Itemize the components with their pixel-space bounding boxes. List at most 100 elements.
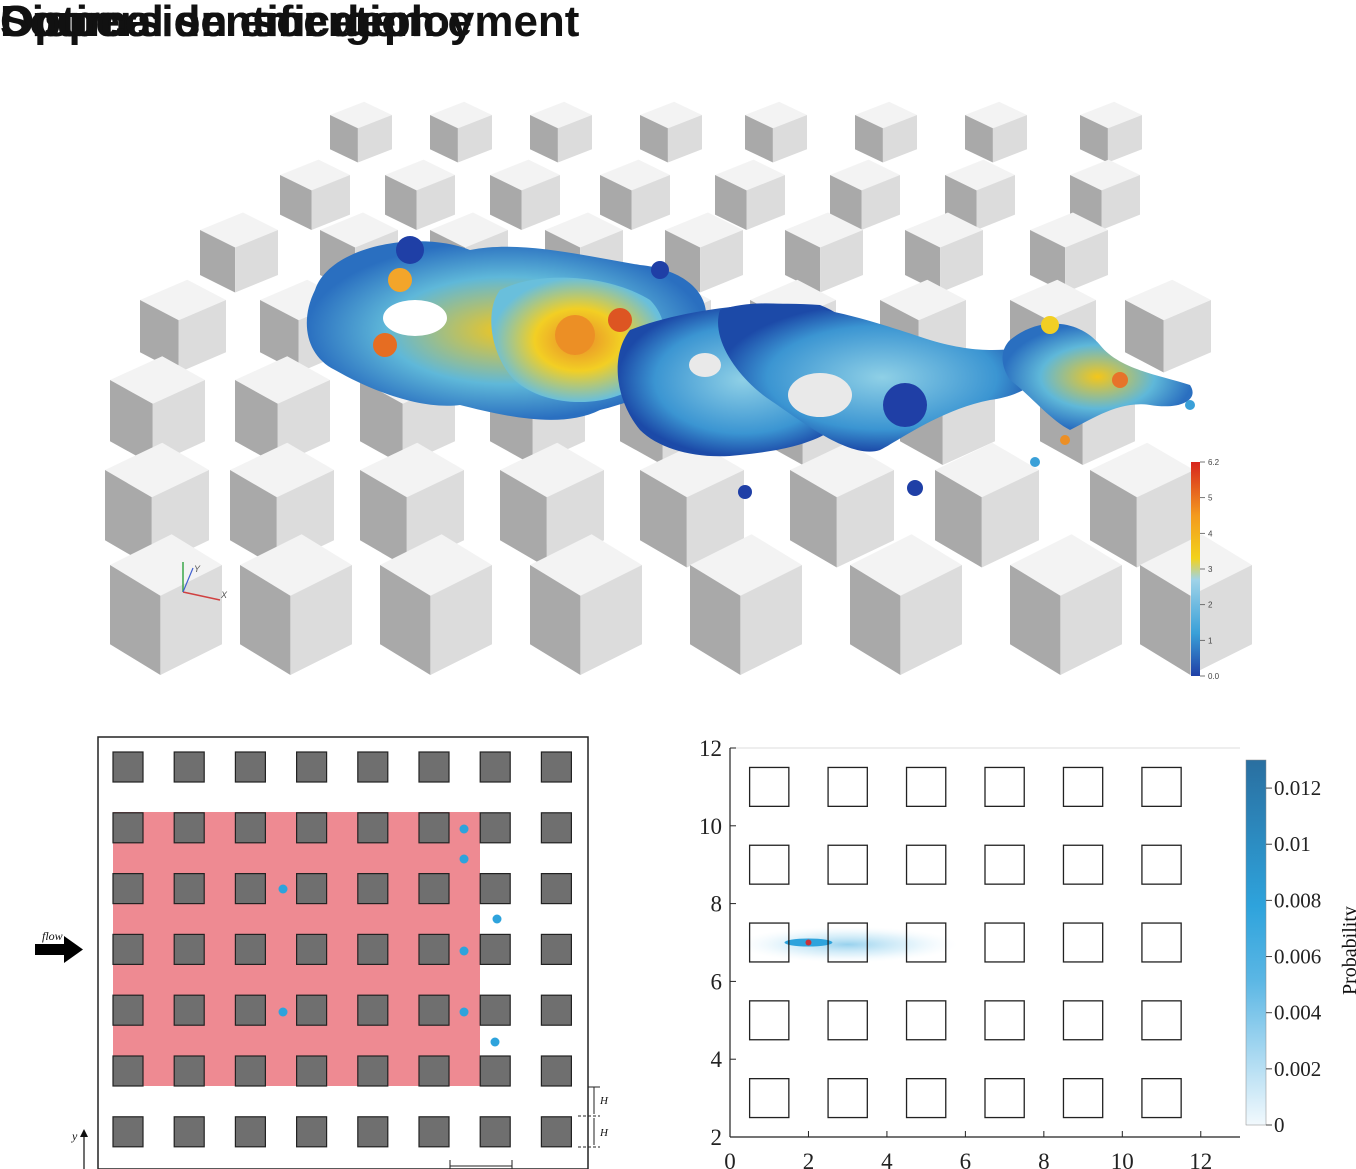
colorbar-tick-label: 0.008 (1274, 888, 1321, 912)
bottom-dim-marker (449, 1160, 513, 1169)
colorbar-tick-label: 0 (1274, 1113, 1285, 1137)
obstacle-block (418, 751, 450, 783)
colorbar-3d-tick-label: 4 (1208, 529, 1213, 538)
obstacle-block (234, 751, 266, 783)
chart-obstacle (905, 844, 947, 885)
obstacle-block (479, 1116, 511, 1148)
chart-obstacle (1141, 766, 1182, 808)
sensor-marker (490, 1037, 500, 1047)
source-title: Source identification (0, 0, 436, 46)
building-block (965, 101, 1027, 163)
obstacle-block (173, 872, 205, 905)
sensor-marker (459, 1007, 469, 1017)
colorbar-3d-tick-label: 0.0 (1208, 672, 1220, 681)
colorbar-tick-label: 0.002 (1274, 1057, 1321, 1081)
probability-colorbar (1245, 759, 1267, 1126)
sensor-marker (278, 884, 288, 894)
plume-blob-1 (396, 236, 424, 264)
building-block (200, 212, 278, 293)
building-block (530, 101, 592, 163)
obstacle-block (112, 812, 144, 844)
colorbar-tick-label: 0.006 (1274, 945, 1321, 969)
plume-blob-6 (1030, 457, 1040, 467)
obstacle-block (112, 1055, 144, 1087)
obstacle-block (112, 1116, 144, 1148)
obstacle-block (173, 994, 205, 1026)
axes-triad: Y X (182, 562, 228, 601)
chart-obstacle (905, 922, 947, 963)
obstacle-block (173, 933, 205, 966)
y-tick-label: 2 (711, 1125, 723, 1150)
chart-obstacle (905, 766, 947, 808)
obstacle-block (112, 994, 144, 1026)
obstacle-block (234, 933, 266, 966)
obstacle-block (540, 994, 573, 1026)
obstacle-block (540, 1116, 573, 1148)
flow-label: flow (42, 929, 63, 943)
building-block (140, 279, 226, 373)
chart-obstacle (827, 1000, 868, 1041)
dim-label-h2: H (599, 1127, 609, 1139)
x-tick-label: 10 (1111, 1149, 1134, 1169)
plume-blob-3 (651, 261, 669, 279)
plume-blob-5 (738, 485, 752, 499)
colorbar-3d (1191, 462, 1200, 676)
optimal-title: Optimal sensor deployment (0, 0, 580, 46)
plume-body-mid2 (718, 303, 1047, 452)
building-block (385, 159, 455, 230)
plume-blob-4 (907, 480, 923, 496)
obstacle-block (234, 994, 266, 1026)
obstacle-block (112, 751, 144, 783)
building-block (905, 212, 983, 293)
x-tick-label: 2 (803, 1149, 815, 1169)
obstacle-block (296, 1116, 328, 1148)
chart-obstacle (748, 766, 790, 808)
obstacle-block (234, 872, 266, 905)
building-block (1010, 534, 1122, 675)
obstacle-block (234, 1055, 266, 1087)
obstacle-block (479, 751, 511, 783)
obstacle-block (357, 1055, 389, 1087)
plume-hole-1 (383, 300, 447, 336)
obstacle-block (418, 1116, 450, 1148)
obstacle-block (418, 1055, 450, 1087)
chart-obstacle (1062, 922, 1104, 963)
flow-arrow-icon (35, 936, 83, 963)
obstacle-block (418, 994, 450, 1026)
obstacle-block (234, 1116, 266, 1148)
y-tick-label: 6 (711, 969, 723, 994)
colorbar-tick-label: 0.012 (1274, 776, 1321, 800)
building-block (745, 101, 807, 163)
chart-obstacle (748, 844, 790, 885)
colorbar-ticks: 0 0.002 0.004 0.006 0.008 0.01 0.012 (1266, 776, 1322, 1137)
sensor-marker (459, 946, 469, 956)
obstacle-block (479, 994, 511, 1026)
obstacle-block (418, 812, 450, 844)
sensor-marker (459, 824, 469, 834)
colorbar-3d-ticks: 6.2 5 4 3 2 1 0.0 (1200, 458, 1220, 681)
building-block (830, 159, 900, 230)
chart-obstacle (984, 1078, 1025, 1119)
chart-obstacle (827, 922, 868, 963)
building-block (1090, 442, 1194, 568)
obstacle-block (540, 872, 573, 905)
building-block (240, 534, 352, 675)
x-tick-label: 8 (1038, 1149, 1050, 1169)
building-block (855, 101, 917, 163)
building-block (110, 534, 222, 675)
y-axis-label: y (71, 1129, 78, 1143)
x-tick-label: 12 (1189, 1149, 1212, 1169)
y-tick-label: 4 (711, 1047, 723, 1072)
obstacle-block (357, 751, 389, 783)
building-block (280, 159, 350, 230)
obstacle-block (540, 812, 573, 844)
plume-hot-4 (388, 268, 412, 292)
plume-blob-7 (1060, 435, 1070, 445)
building-block (690, 534, 802, 675)
source-point (805, 939, 812, 946)
obstacle-block (540, 751, 573, 783)
y-tick-label: 10 (699, 814, 722, 839)
obstacle-block (296, 933, 328, 966)
